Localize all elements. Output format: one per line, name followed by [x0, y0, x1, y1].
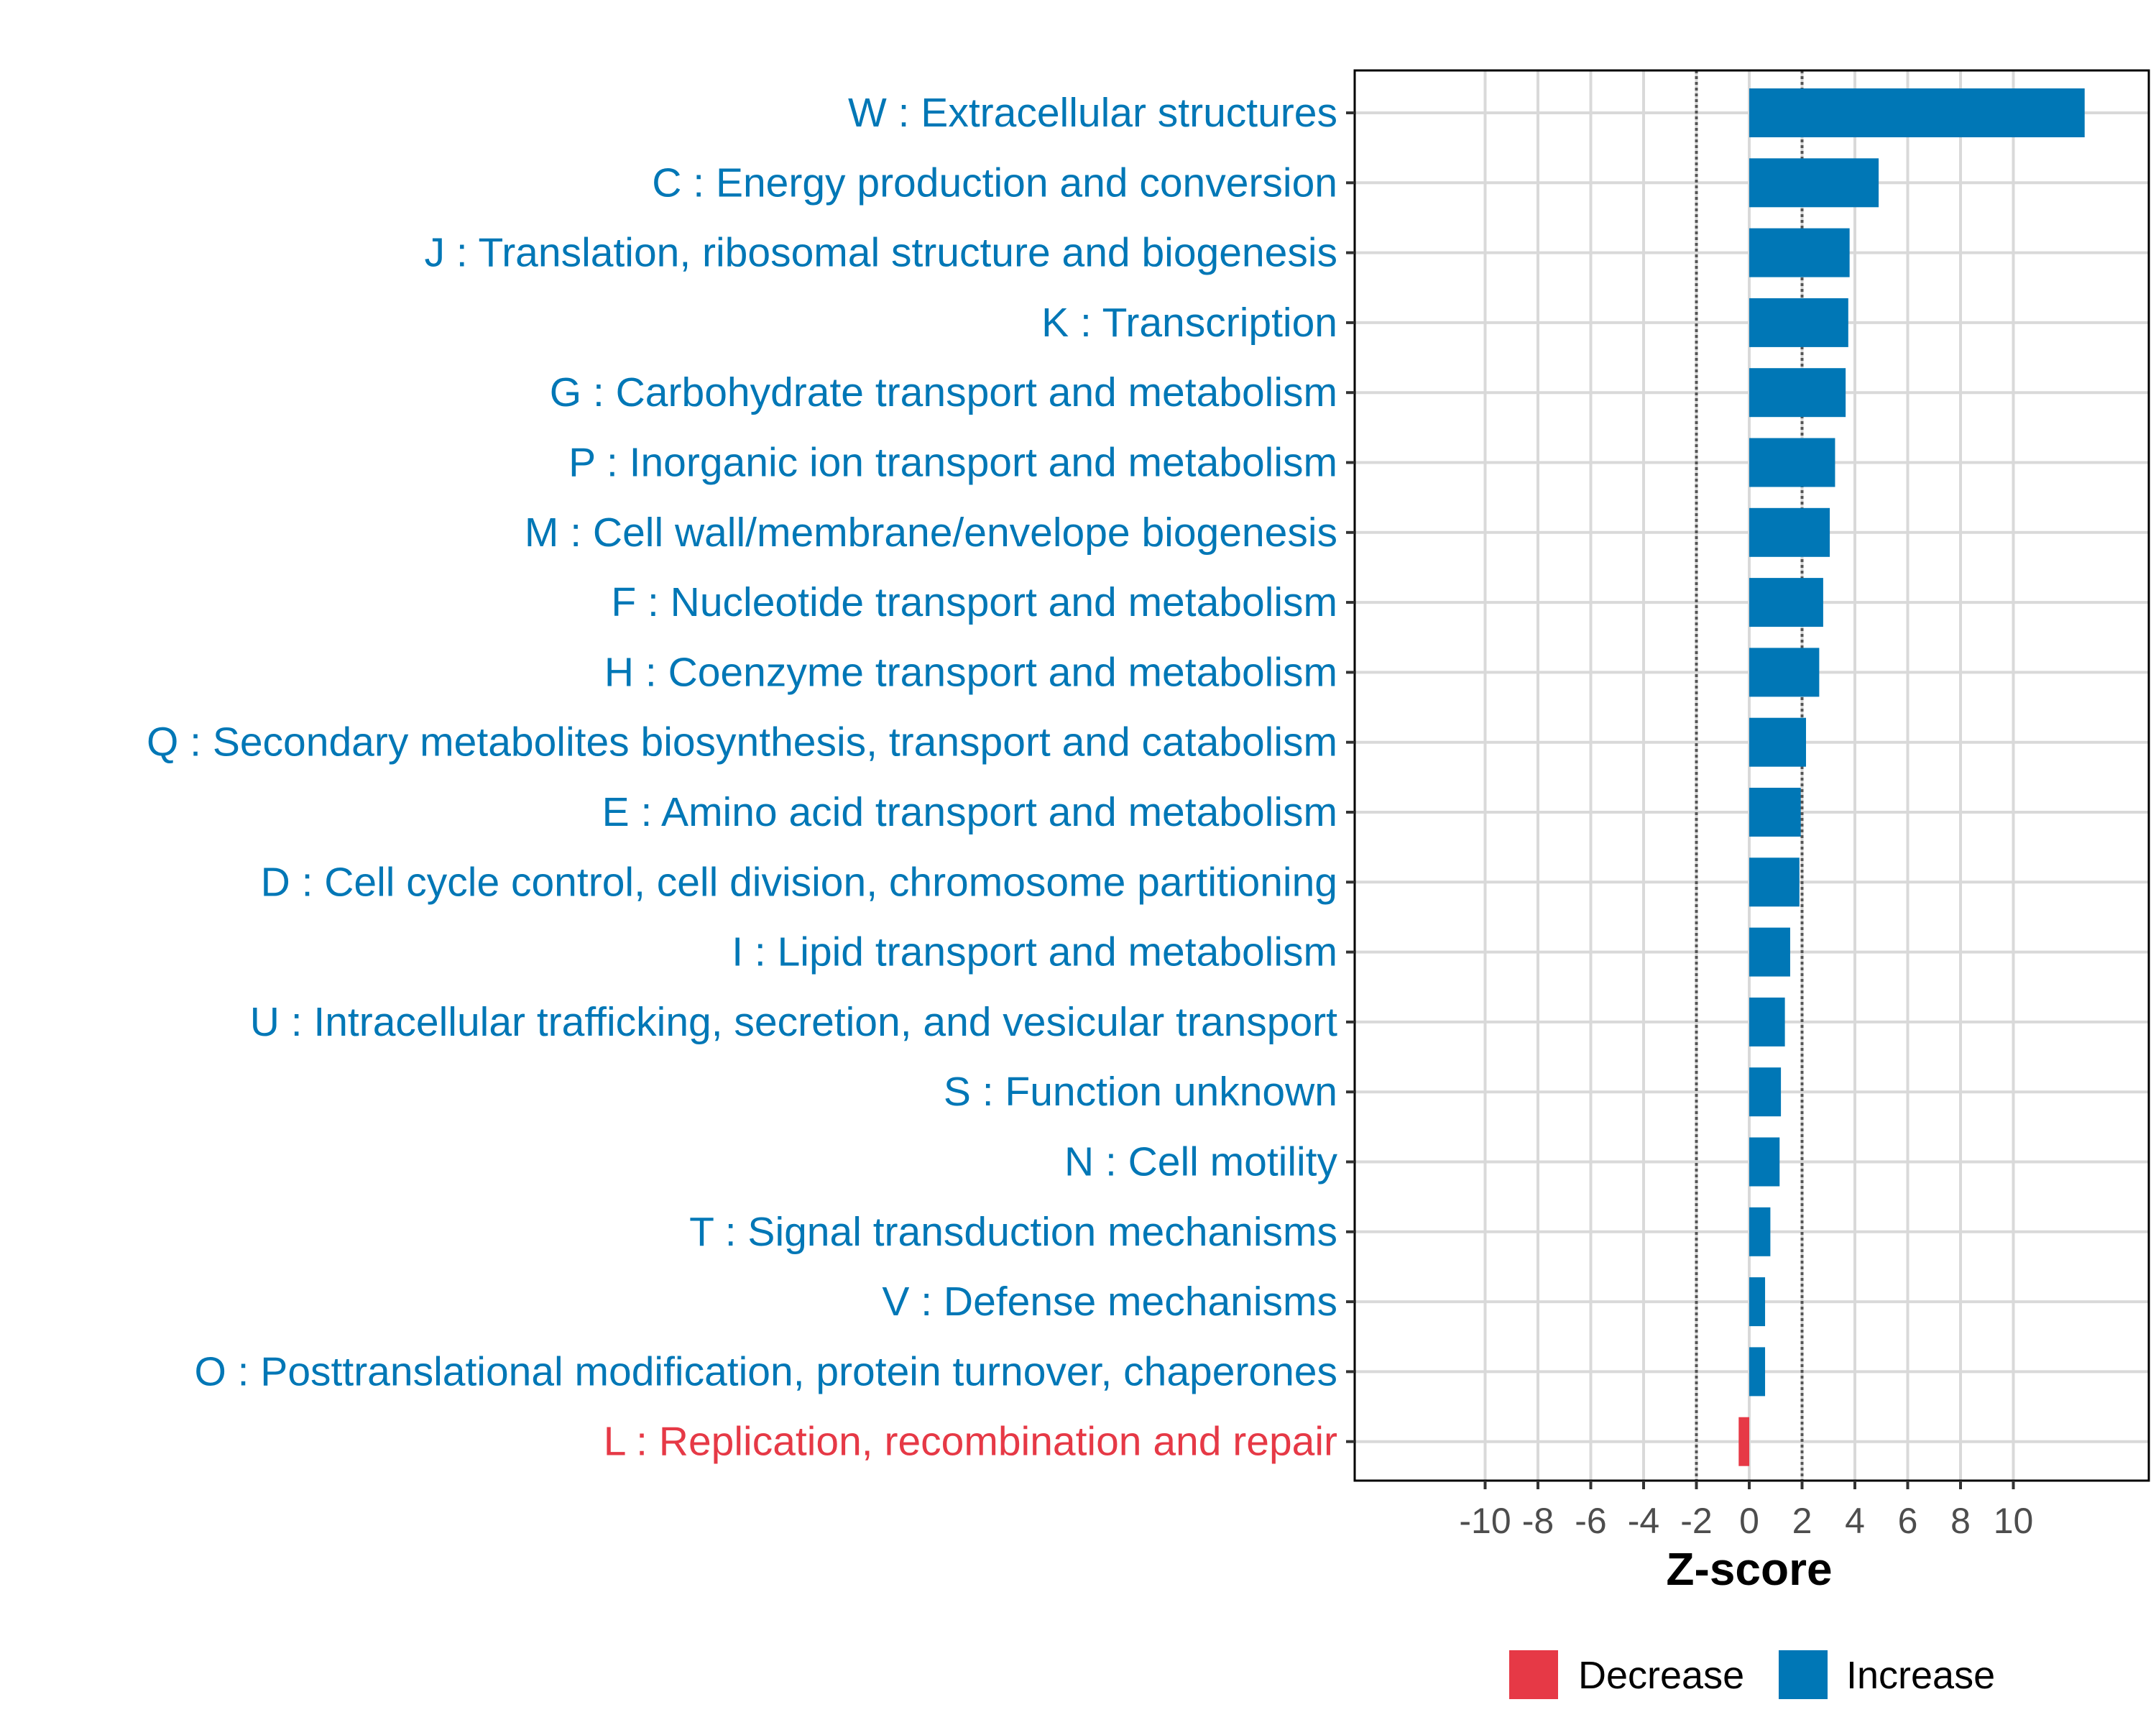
x-tick-label: 8	[1950, 1501, 1971, 1541]
bar	[1749, 507, 1830, 557]
x-tick-label: 0	[1739, 1501, 1759, 1541]
y-tick-label: D : Cell cycle control, cell division, c…	[261, 859, 1337, 905]
bar	[1749, 228, 1850, 277]
bar	[1749, 1137, 1780, 1187]
bar	[1749, 88, 2085, 137]
bar	[1738, 1417, 1749, 1466]
bar	[1749, 578, 1823, 627]
bar	[1749, 717, 1807, 767]
reference-lines	[1695, 70, 1804, 1481]
x-tick-label: -10	[1459, 1501, 1511, 1541]
x-tick-label: -6	[1575, 1501, 1606, 1541]
x-axis-title: Z-score	[1666, 1543, 1832, 1595]
y-tick-label: M : Cell wall/membrane/envelope biogenes…	[525, 510, 1337, 556]
y-tick-label: U : Intracellular trafficking, secretion…	[250, 999, 1337, 1045]
y-tick-label: V : Defense mechanisms	[882, 1279, 1337, 1325]
y-tick-label: H : Coenzyme transport and metabolism	[604, 649, 1337, 695]
y-axis-ticks	[1346, 111, 1355, 1443]
bar	[1749, 927, 1790, 977]
y-tick-label: T : Signal transduction mechanisms	[689, 1209, 1337, 1255]
legend-label: Increase	[1846, 1654, 1995, 1697]
bar	[1749, 298, 1848, 347]
bar	[1749, 438, 1835, 487]
y-tick-label: C : Energy production and conversion	[652, 160, 1337, 206]
y-tick-label: Q : Secondary metabolites biosynthesis, …	[147, 719, 1337, 765]
bar	[1749, 1347, 1766, 1397]
y-tick-label: W : Extracellular structures	[848, 90, 1337, 136]
x-tick-label: 2	[1792, 1501, 1812, 1541]
bar	[1749, 1067, 1782, 1117]
grid-lines	[1355, 70, 2149, 1481]
legend-swatch	[1779, 1650, 1828, 1699]
x-tick-label: -8	[1522, 1501, 1554, 1541]
legend-label: Decrease	[1578, 1654, 1744, 1697]
y-tick-label: F : Nucleotide transport and metabolism	[611, 579, 1337, 625]
bars	[1738, 88, 2085, 1466]
x-tick-label: 6	[1898, 1501, 1918, 1541]
bar	[1749, 648, 1820, 697]
bar	[1749, 788, 1801, 837]
y-tick-label: L : Replication, recombination and repai…	[604, 1419, 1337, 1465]
bar	[1749, 1207, 1771, 1256]
y-tick-label: E : Amino acid transport and metabolism	[602, 789, 1337, 835]
x-tick-label: 10	[1994, 1501, 2034, 1541]
bar	[1749, 1277, 1766, 1327]
y-axis-labels: W : Extracellular structures C : Energy p…	[147, 90, 1338, 1465]
y-tick-label: J : Translation, ribosomal structure and…	[425, 230, 1337, 276]
x-axis-ticks	[1483, 1481, 2015, 1489]
y-tick-label: G : Carbohydrate transport and metabolis…	[550, 369, 1337, 415]
y-tick-label: K : Transcription	[1041, 300, 1337, 346]
bar	[1749, 368, 1846, 418]
bar	[1749, 158, 1879, 208]
y-tick-label: S : Function unknown	[944, 1069, 1337, 1115]
y-tick-label: N : Cell motility	[1064, 1139, 1338, 1185]
x-tick-label: 4	[1845, 1501, 1865, 1541]
x-axis-labels: -10 -8 -6 -4 -2 0 2 4 6 8 10	[1459, 1501, 2033, 1541]
y-tick-label: P : Inorganic ion transport and metaboli…	[568, 440, 1337, 486]
x-tick-label: -4	[1628, 1501, 1659, 1541]
legend-swatch	[1509, 1650, 1558, 1699]
y-tick-label: O : Posttranslational modification, prot…	[194, 1348, 1337, 1394]
bar	[1749, 997, 1785, 1046]
bar	[1749, 857, 1800, 907]
legend: Decrease Increase	[1509, 1650, 1995, 1699]
panel-border	[1353, 69, 2150, 1482]
y-tick-label: I : Lipid transport and metabolism	[732, 929, 1337, 975]
x-tick-label: -2	[1680, 1501, 1712, 1541]
